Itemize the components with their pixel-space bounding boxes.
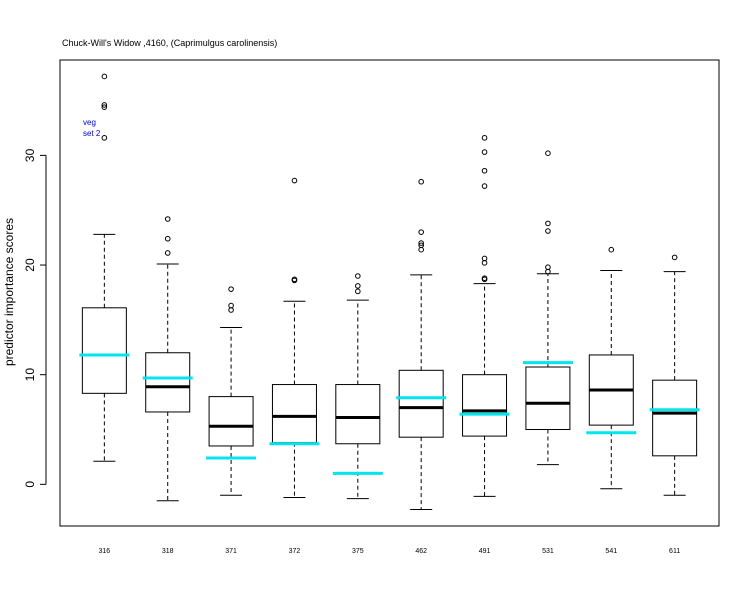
- outlier-point: [481, 255, 488, 262]
- outlier-point: [355, 273, 361, 279]
- interquartile-box: [462, 374, 508, 437]
- x-tick-label: 611: [669, 548, 680, 555]
- outlier-point: [101, 102, 108, 108]
- annotation-line-1: veg: [83, 118, 96, 127]
- x-axis: 316 318 371 372 375 462 491 531 541 611: [99, 548, 681, 555]
- outlier-point: [355, 288, 361, 295]
- interquartile-box: [335, 384, 381, 445]
- box-372: [269, 177, 320, 498]
- annotation-line-2: set 2: [83, 129, 101, 138]
- x-tick-label: 372: [289, 548, 301, 555]
- interquartile-box: [652, 379, 698, 457]
- x-tick-label: 318: [162, 548, 174, 555]
- outlier-point: [164, 235, 171, 242]
- interquartile-box: [525, 366, 571, 431]
- x-tick-label: 541: [605, 548, 617, 555]
- interquartile-box: [81, 307, 127, 394]
- x-tick-label: 375: [352, 548, 364, 555]
- y-tick-label: 20: [23, 258, 37, 272]
- outlier-point: [481, 149, 488, 155]
- outlier-point: [545, 228, 551, 234]
- box-series: [79, 73, 700, 511]
- outlier-point: [164, 250, 171, 256]
- box-316: [79, 73, 130, 462]
- x-tick-label: 491: [479, 548, 491, 555]
- y-axis-label: predictor importance scores: [2, 218, 16, 366]
- outlier-point: [291, 276, 298, 283]
- outlier-point: [228, 286, 234, 292]
- box-375: [332, 273, 383, 500]
- outlier-point: [291, 177, 298, 184]
- outlier-point: [355, 283, 361, 289]
- chart-title: Chuck-Will's Widow ,4160, (Caprimulgus c…: [62, 38, 277, 48]
- interquartile-box: [145, 352, 191, 413]
- box-318: [142, 216, 193, 502]
- outlier-point: [545, 150, 551, 156]
- interquartile-box: [208, 396, 254, 447]
- box-541: [586, 246, 637, 490]
- outlier-point: [545, 220, 551, 227]
- plot-area-frame: [59, 59, 720, 527]
- y-tick-label: 0: [23, 481, 37, 488]
- outlier-point: [418, 229, 424, 235]
- x-tick-label: 316: [99, 548, 111, 555]
- outlier-point: [671, 254, 678, 261]
- outlier-point: [481, 167, 488, 174]
- outlier-point: [101, 135, 108, 141]
- box-462: [396, 178, 447, 511]
- outlier-point: [481, 183, 488, 189]
- y-tick-label: 30: [23, 148, 37, 162]
- outlier-point: [228, 302, 234, 309]
- outlier-point: [418, 240, 424, 246]
- box-371: [206, 286, 257, 496]
- box-531: [522, 150, 573, 466]
- outlier-point: [101, 73, 108, 80]
- outlier-point: [545, 264, 551, 271]
- y-tick-label: 10: [23, 368, 37, 382]
- outlier-point: [418, 242, 424, 249]
- box-491: [459, 135, 510, 497]
- outlier-point: [481, 135, 488, 141]
- x-tick-label: 531: [542, 548, 554, 555]
- outlier-point: [164, 216, 171, 222]
- outlier-point: [608, 246, 615, 253]
- box-611: [649, 254, 700, 496]
- y-axis: 0 10 20 30: [23, 148, 47, 488]
- x-tick-label: 371: [225, 548, 237, 555]
- x-tick-label: 462: [415, 548, 427, 555]
- annotation: veg set 2: [83, 118, 101, 138]
- interquartile-box: [271, 384, 317, 444]
- interquartile-box: [398, 369, 444, 438]
- outlier-point: [101, 104, 108, 110]
- outlier-point: [418, 178, 424, 185]
- outlier-point: [481, 275, 488, 281]
